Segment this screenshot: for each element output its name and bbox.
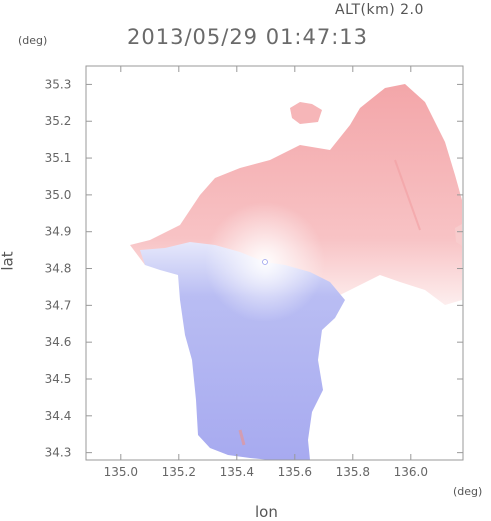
x-tick-label: 136.0 — [394, 465, 428, 479]
y-tick-label: 35.1 — [45, 151, 72, 165]
y-axis-ticks: 34.3 34.4 34.5 34.6 34.7 34.8 34.9 35.0 35.1 35.2… — [45, 77, 463, 460]
x-tick-label: 135.2 — [162, 465, 196, 479]
x-tick-label: 135.6 — [278, 465, 312, 479]
echo-fragment-2 — [455, 224, 462, 246]
y-tick-label: 34.5 — [45, 372, 72, 386]
x-tick-label: 135.4 — [220, 465, 254, 479]
y-tick-label: 34.7 — [45, 298, 72, 312]
echo-streak — [394, 159, 421, 231]
timestamp-title: 2013/05/29 01:47:13 — [127, 25, 369, 49]
altitude-label: ALT(km) 2.0 — [335, 2, 424, 18]
x-unit-label: (deg) — [453, 485, 483, 498]
y-tick-label: 34.8 — [45, 262, 72, 276]
x-tick-label: 135.0 — [104, 465, 138, 479]
y-tick-label: 35.0 — [45, 188, 72, 202]
y-tick-label: 34.3 — [45, 446, 72, 460]
plot-frame — [85, 65, 464, 461]
echo-field — [130, 84, 462, 460]
y-unit-label: (deg) — [18, 34, 48, 47]
x-axis-label: lon — [255, 503, 278, 521]
y-tick-label: 35.3 — [45, 77, 72, 91]
y-tick-label: 35.2 — [45, 114, 72, 128]
y-tick-label: 34.6 — [45, 335, 72, 349]
y-tick-label: 34.4 — [45, 409, 72, 423]
echo-streak-2 — [238, 429, 246, 446]
echo-fragment — [290, 102, 322, 124]
y-tick-label: 34.9 — [45, 225, 72, 239]
x-tick-label: 135.8 — [336, 465, 370, 479]
radar-site-marker — [262, 259, 268, 265]
x-axis-ticks: 135.0 135.2 135.4 135.6 135.8 136.0 — [104, 66, 428, 479]
